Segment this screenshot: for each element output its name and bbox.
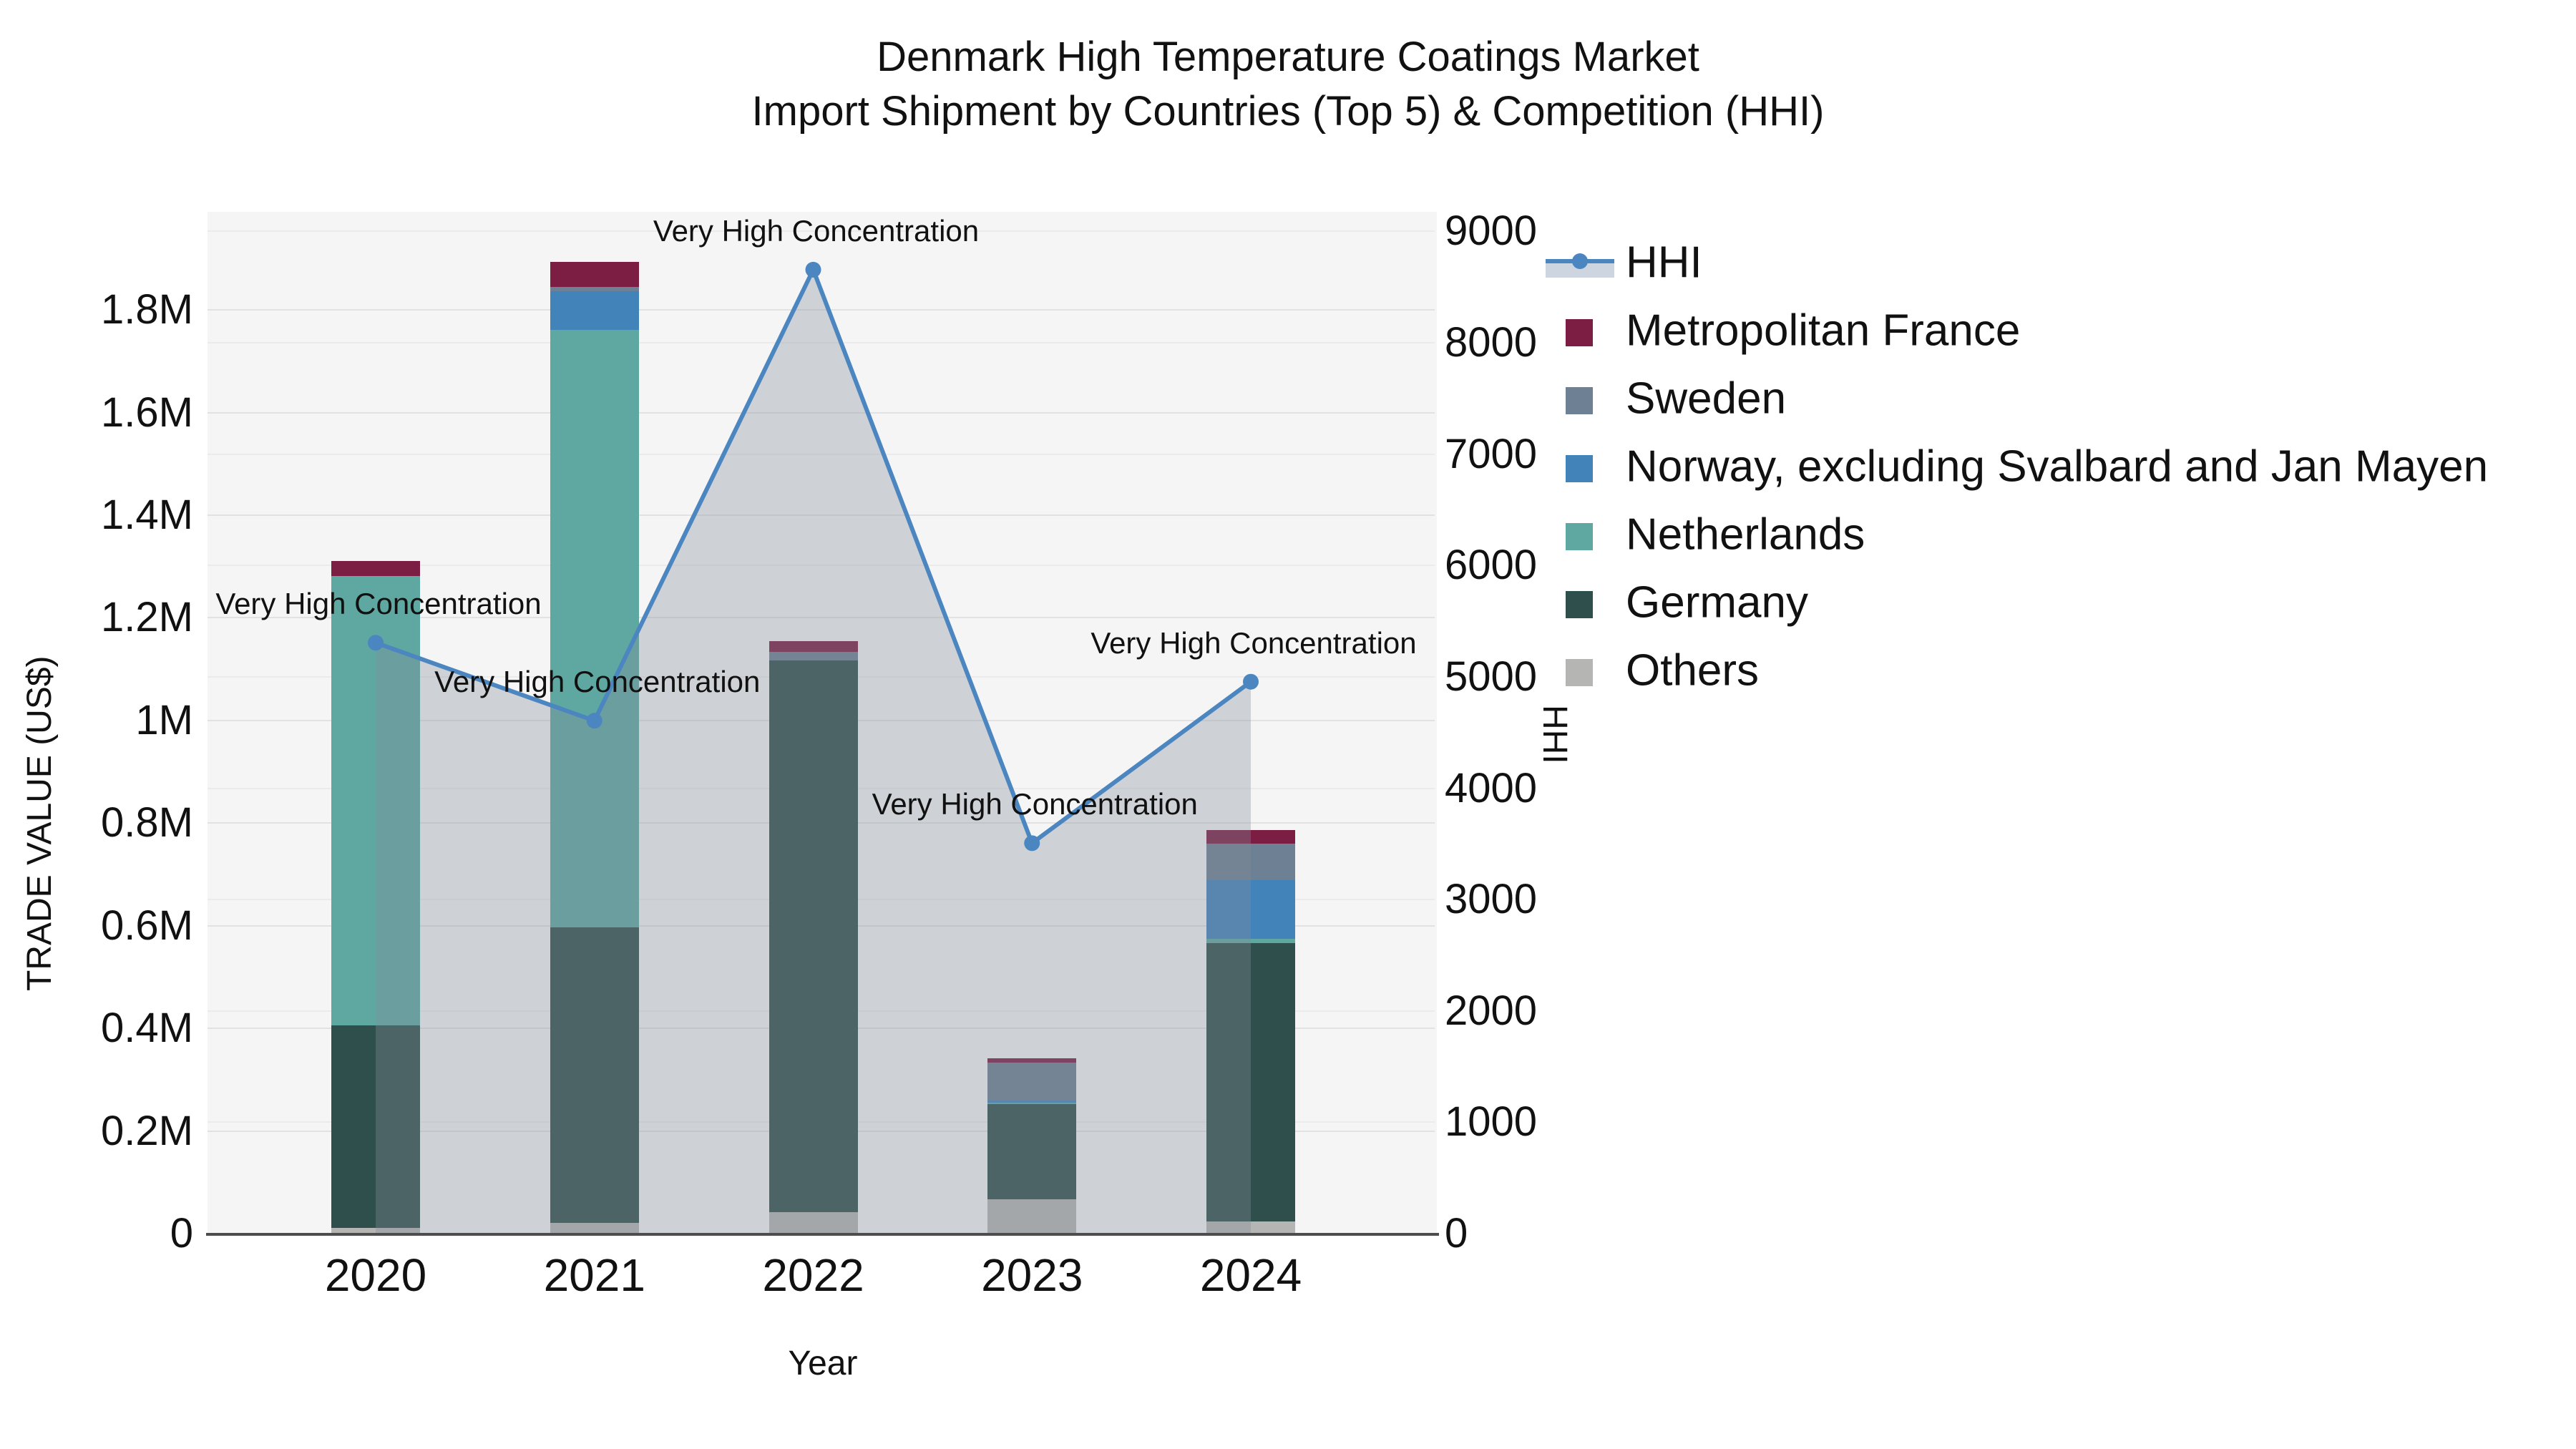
legend-swatch-icon <box>1566 455 1593 482</box>
legend-label: Sweden <box>1626 374 1787 424</box>
legend-label: HHI <box>1626 238 1702 288</box>
bar-segment-2024-metropolitan-france[interactable] <box>1206 830 1295 844</box>
ytick-left-0: 0 <box>170 1210 193 1257</box>
ytick-right-4000: 4000 <box>1445 764 1538 811</box>
bar-segment-2023-netherlands[interactable] <box>987 1102 1077 1105</box>
xtick-2022: 2022 <box>762 1249 864 1301</box>
bar-segment-2021-norway[interactable] <box>550 291 639 330</box>
legend-label: Norway, excluding Svalbard and Jan Mayen <box>1626 441 2489 492</box>
bar-segment-2023-germany[interactable] <box>987 1104 1077 1200</box>
xtick-2021: 2021 <box>543 1249 645 1301</box>
ytick-left-1.4M: 1.4M <box>101 492 193 539</box>
ytick-left-0.2M: 0.2M <box>101 1107 193 1154</box>
legend-swatch-icon <box>1566 387 1593 414</box>
ytick-left-1.6M: 1.6M <box>101 389 193 436</box>
xtick-2023: 2023 <box>981 1249 1083 1301</box>
ytick-right-5000: 5000 <box>1445 653 1538 700</box>
bar-segment-2024-sweden[interactable] <box>1206 843 1295 880</box>
bar-segment-2023-others[interactable] <box>987 1199 1077 1233</box>
ytick-right-7000: 7000 <box>1445 430 1538 477</box>
xtick-2020: 2020 <box>324 1249 427 1301</box>
legend-label: Metropolitan France <box>1626 306 2021 356</box>
legend-swatch-icon <box>1566 591 1593 618</box>
bar-segment-2020-others[interactable] <box>331 1227 420 1233</box>
legend-swatch-icon <box>1566 659 1593 686</box>
annotation-2020: Very High Concentration <box>215 587 542 621</box>
ytick-right-6000: 6000 <box>1445 542 1538 589</box>
ytick-right-2000: 2000 <box>1445 987 1538 1034</box>
chart-title-line2: Import Shipment by Countries (Top 5) & C… <box>751 88 1825 135</box>
bar-segment-2021-sweden[interactable] <box>550 287 639 292</box>
ytick-left-0.4M: 0.4M <box>101 1005 193 1052</box>
x-axis-line <box>206 1233 1439 1236</box>
hhi-dot-icon <box>1572 253 1588 269</box>
bar-segment-2021-germany[interactable] <box>550 927 639 1223</box>
y-axis-left-label: TRADE VALUE (US$) <box>21 655 59 991</box>
ytick-left-1.2M: 1.2M <box>101 594 193 641</box>
legend-swatch-icon <box>1566 319 1593 346</box>
ytick-left-0.8M: 0.8M <box>101 799 193 847</box>
bar-2021 <box>550 212 639 1233</box>
bar-segment-2021-metropolitan-france[interactable] <box>550 261 639 288</box>
chart-title-line1: Denmark High Temperature Coatings Market <box>877 34 1699 80</box>
bar-segment-2022-metropolitan-france[interactable] <box>769 641 858 653</box>
bar-2023 <box>987 212 1077 1233</box>
ytick-right-0: 0 <box>1445 1210 1468 1257</box>
annotation-2022: Very High Concentration <box>653 213 980 248</box>
bar-segment-2020-metropolitan-france[interactable] <box>331 560 420 577</box>
bar-segment-2022-sweden[interactable] <box>769 652 858 661</box>
bar-segment-2023-metropolitan-france[interactable] <box>987 1058 1077 1063</box>
annotation-2023: Very High Concentration <box>872 787 1198 821</box>
hhi-line-swatch-icon <box>1546 250 1614 279</box>
bar-segment-2022-others[interactable] <box>769 1212 858 1233</box>
bar-segment-2023-norway[interactable] <box>987 1101 1077 1103</box>
ytick-right-9000: 9000 <box>1445 208 1538 255</box>
bar-segment-2024-others[interactable] <box>1206 1221 1295 1233</box>
annotation-2021: Very High Concentration <box>434 665 761 699</box>
bar-segment-2021-others[interactable] <box>550 1222 639 1233</box>
bar-segment-2024-netherlands[interactable] <box>1206 939 1295 943</box>
x-axis-label: Year <box>788 1345 858 1382</box>
legend-label: Netherlands <box>1626 509 1865 560</box>
bar-2020 <box>331 212 420 1233</box>
bar-segment-2021-netherlands[interactable] <box>550 329 639 928</box>
legend-label: Germany <box>1626 577 1808 628</box>
xtick-2024: 2024 <box>1199 1249 1302 1301</box>
bar-segment-2024-germany[interactable] <box>1206 942 1295 1222</box>
ytick-left-1.8M: 1.8M <box>101 286 193 333</box>
legend-label: Others <box>1626 645 1760 696</box>
ytick-right-3000: 3000 <box>1445 876 1538 923</box>
chart-title: Denmark High Temperature Coatings Market… <box>0 30 2576 139</box>
ytick-left-0.6M: 0.6M <box>101 902 193 949</box>
legend-swatch-icon <box>1566 523 1593 550</box>
y-axis-right-label: HHI <box>1536 705 1574 764</box>
bar-segment-2023-sweden[interactable] <box>987 1062 1077 1101</box>
bar-segment-2022-germany[interactable] <box>769 660 858 1213</box>
bar-segment-2024-norway[interactable] <box>1206 879 1295 940</box>
gridline-hhi-9000 <box>208 230 1435 233</box>
ytick-left-1M: 1M <box>135 696 193 743</box>
bar-2024 <box>1206 212 1295 1233</box>
ytick-right-8000: 8000 <box>1445 319 1538 366</box>
ytick-right-1000: 1000 <box>1445 1098 1538 1146</box>
bar-segment-2020-netherlands[interactable] <box>331 576 420 1025</box>
bar-2022 <box>769 212 858 1233</box>
annotation-2024: Very High Concentration <box>1091 625 1417 660</box>
bar-segment-2020-germany[interactable] <box>331 1025 420 1228</box>
